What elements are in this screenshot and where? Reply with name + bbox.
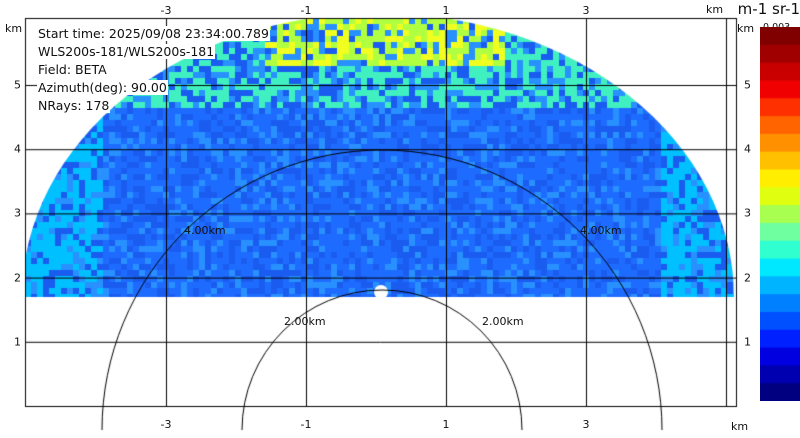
x-tick-bottom: 1 [442,418,450,431]
x-tick-top: -1 [300,4,312,17]
y-axis-label-right: km [737,22,755,35]
range-ring-label: 4.00km [580,224,622,237]
x-tick-bottom: -3 [160,418,172,431]
y-tick-left: 2 [14,271,21,285]
y-tick-left: 5 [14,78,21,92]
y-axis-label: km [5,22,23,35]
colorbar-label: m-1 sr-1 [737,0,800,18]
x-tick-top: 3 [582,4,590,17]
y-tick-right: 1 [744,335,751,349]
x-tick-bottom: -1 [300,418,312,431]
y-tick-right: 5 [744,78,751,92]
y-tick-left: 1 [14,335,21,349]
x-tick-bottom: 3 [582,418,590,431]
range-ring-label: 2.00km [284,315,326,328]
x-tick-top: 1 [442,4,450,17]
info-line: WLS200s-181/WLS200s-181 [37,44,216,59]
y-tick-right: 3 [744,206,751,220]
y-tick-right: 4 [744,142,751,156]
info-line: NRays: 178 [37,98,111,113]
x-axis-label-bottom: km [731,420,749,433]
y-tick-left: 3 [14,206,21,220]
colorbar [760,27,800,401]
info-line: Azimuth(deg): 90.00 [37,80,168,95]
info-line: Start time: 2025/09/08 23:34:00.789 [37,26,270,41]
range-ring-label: 4.00km [184,224,226,237]
y-tick-left: 4 [14,142,21,156]
info-line: Field: BETA [37,62,108,77]
x-axis-label-top: km [706,3,724,16]
range-ring-label: 2.00km [482,315,524,328]
x-tick-top: -3 [160,4,172,17]
y-tick-right: 2 [744,271,751,285]
